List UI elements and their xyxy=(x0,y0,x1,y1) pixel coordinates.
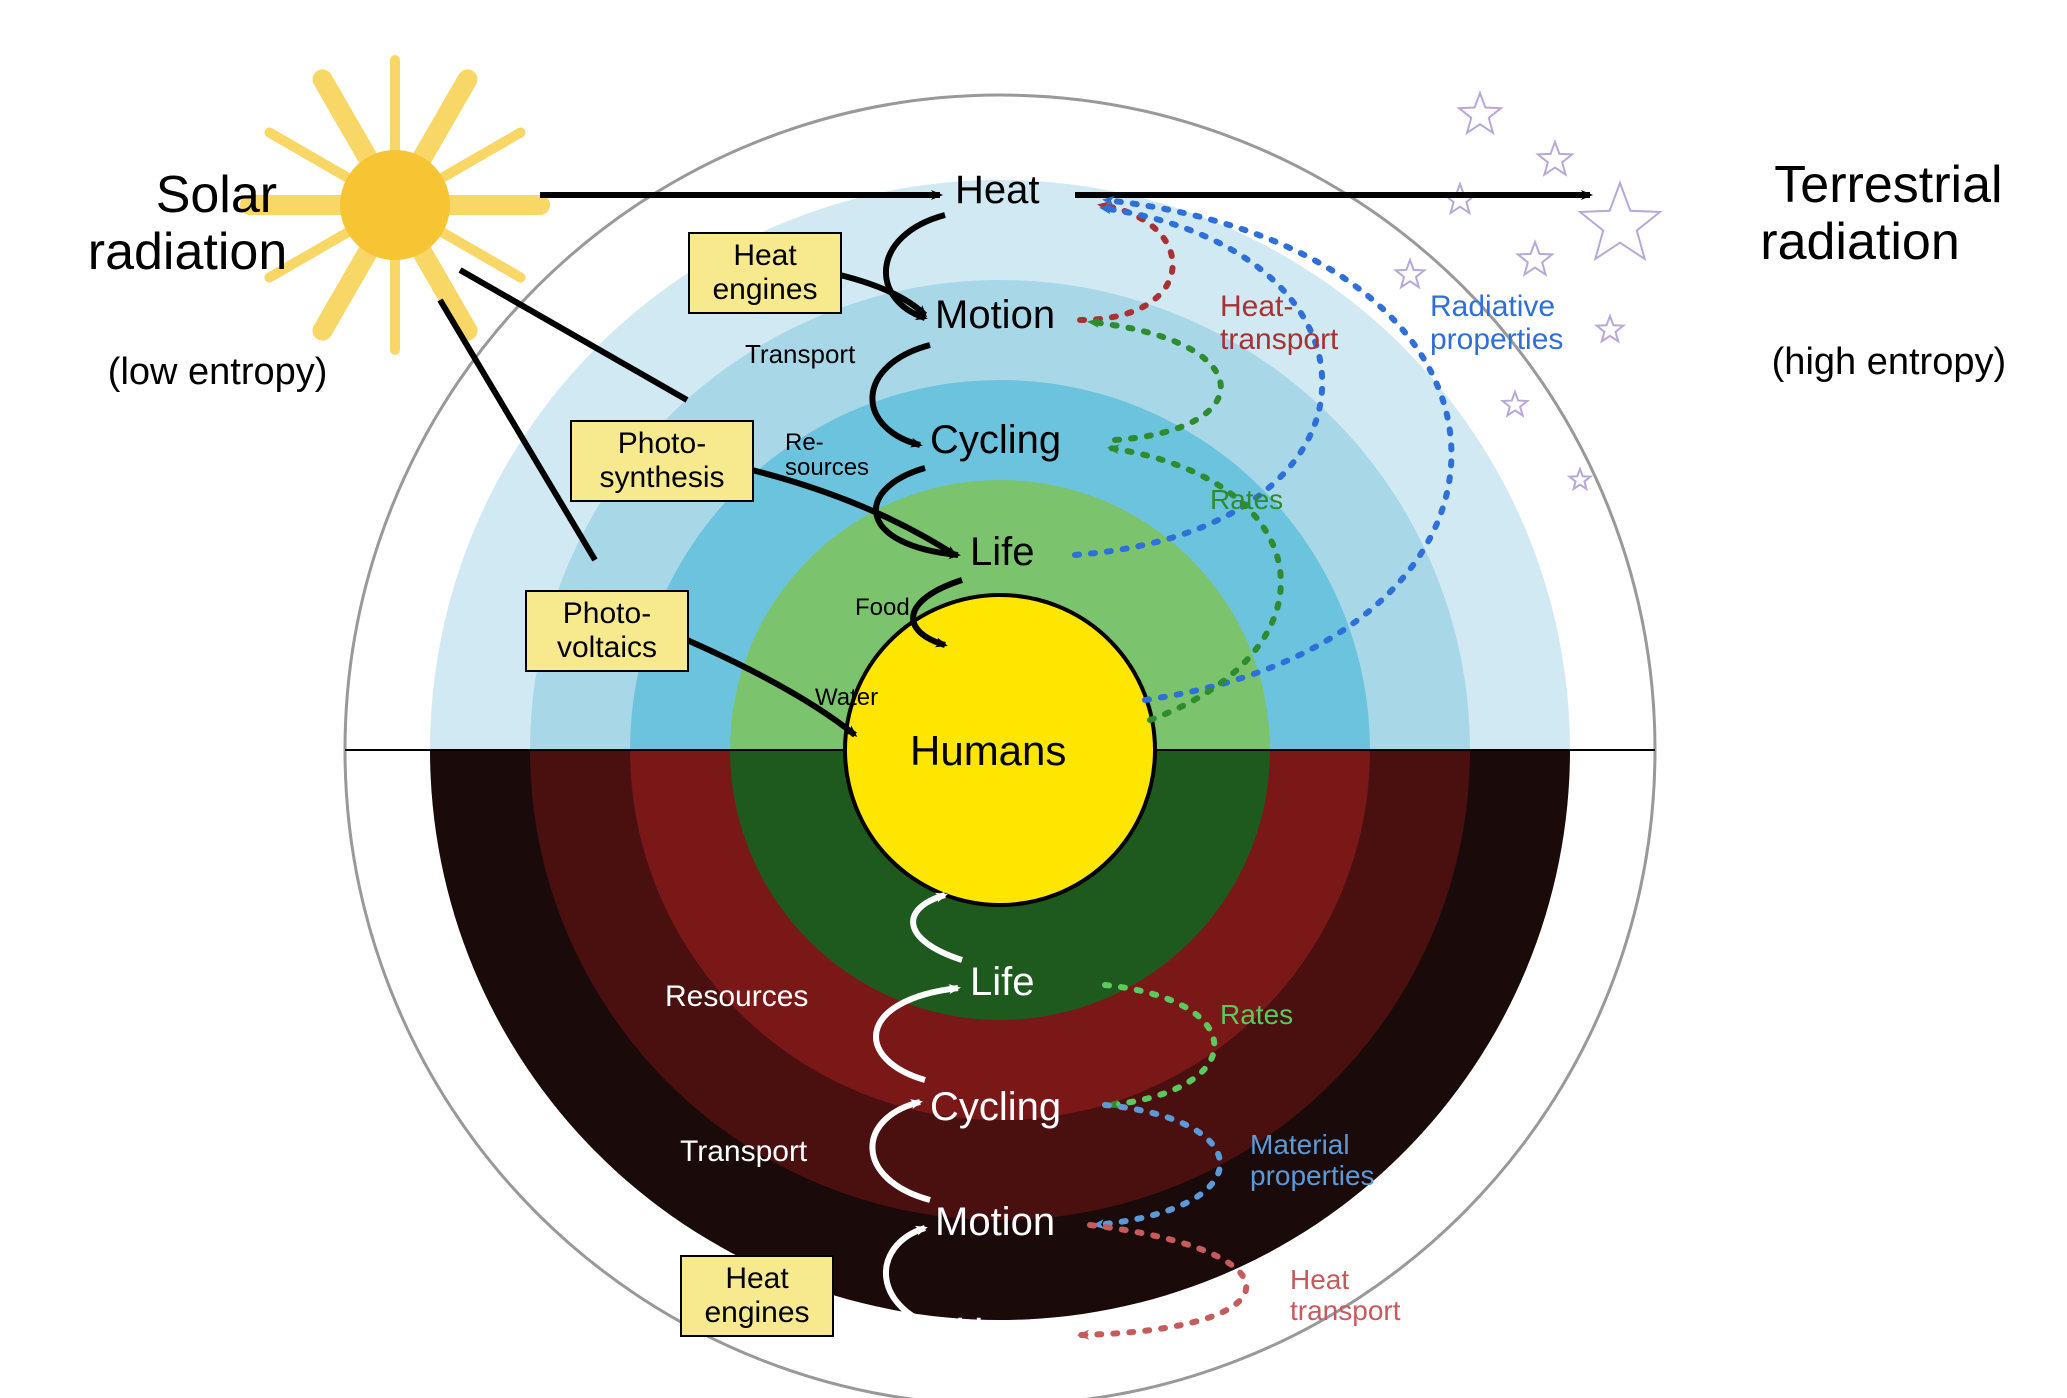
solar-sub-text: (low entropy) xyxy=(108,351,328,393)
terr-sub-text: (high entropy) xyxy=(1772,341,2006,383)
life-bot-label: Life xyxy=(970,960,1035,1004)
food-label: Food xyxy=(855,595,910,621)
heat-transport-bot-label: Heat transport xyxy=(1290,1265,1401,1327)
terrestrial-radiation-title: Terrestrial radiation (high entropy) xyxy=(1700,100,2020,443)
terr-title-text: Terrestrial radiation xyxy=(1760,156,2002,271)
life-top-label: Life xyxy=(970,530,1035,574)
material-label: Material properties xyxy=(1250,1130,1375,1192)
photovoltaics-text: Photo- voltaics xyxy=(527,597,687,666)
motion-top-label: Motion xyxy=(935,293,1055,337)
water-label: Water xyxy=(815,685,878,711)
heat-top-label: Heat xyxy=(955,168,1040,212)
heat-transport-top-label: Heat- transport xyxy=(1220,290,1338,356)
transport-bot-label: Transport xyxy=(680,1135,807,1168)
cycling-bot-label: Cycling xyxy=(930,1085,1061,1129)
solar-title-text: Solar radiation xyxy=(88,166,287,281)
photosynthesis-text: Photo- synthesis xyxy=(572,427,752,496)
rates-top-label: Rates xyxy=(1210,485,1283,516)
photosynthesis-box: Photo- synthesis xyxy=(570,420,754,502)
rates-bot-label: Rates xyxy=(1220,1000,1293,1031)
resources-bot-label: Resources xyxy=(665,980,808,1013)
photovoltaics-box: Photo- voltaics xyxy=(525,590,689,672)
heat-engines-top-text: Heat engines xyxy=(690,239,840,308)
cycling-top-label: Cycling xyxy=(930,418,1061,462)
resources-top-label: Re- sources xyxy=(785,430,869,480)
heat-engines-top-box: Heat engines xyxy=(688,232,842,314)
heat-engines-bot-text: Heat engines xyxy=(682,1262,832,1331)
motion-bot-label: Motion xyxy=(935,1200,1055,1244)
transport-top-label: Transport xyxy=(745,340,855,369)
heat-engines-bot-box: Heat engines xyxy=(680,1255,834,1337)
diagram-canvas: Solar radiation (low entropy) Terrestria… xyxy=(0,0,2067,1398)
radiative-label: Radiative properties xyxy=(1430,290,1563,356)
solar-radiation-title: Solar radiation (low entropy) xyxy=(50,110,325,453)
humans-label: Humans xyxy=(910,728,1066,774)
heat-bot-label: Heat xyxy=(955,1310,1040,1354)
